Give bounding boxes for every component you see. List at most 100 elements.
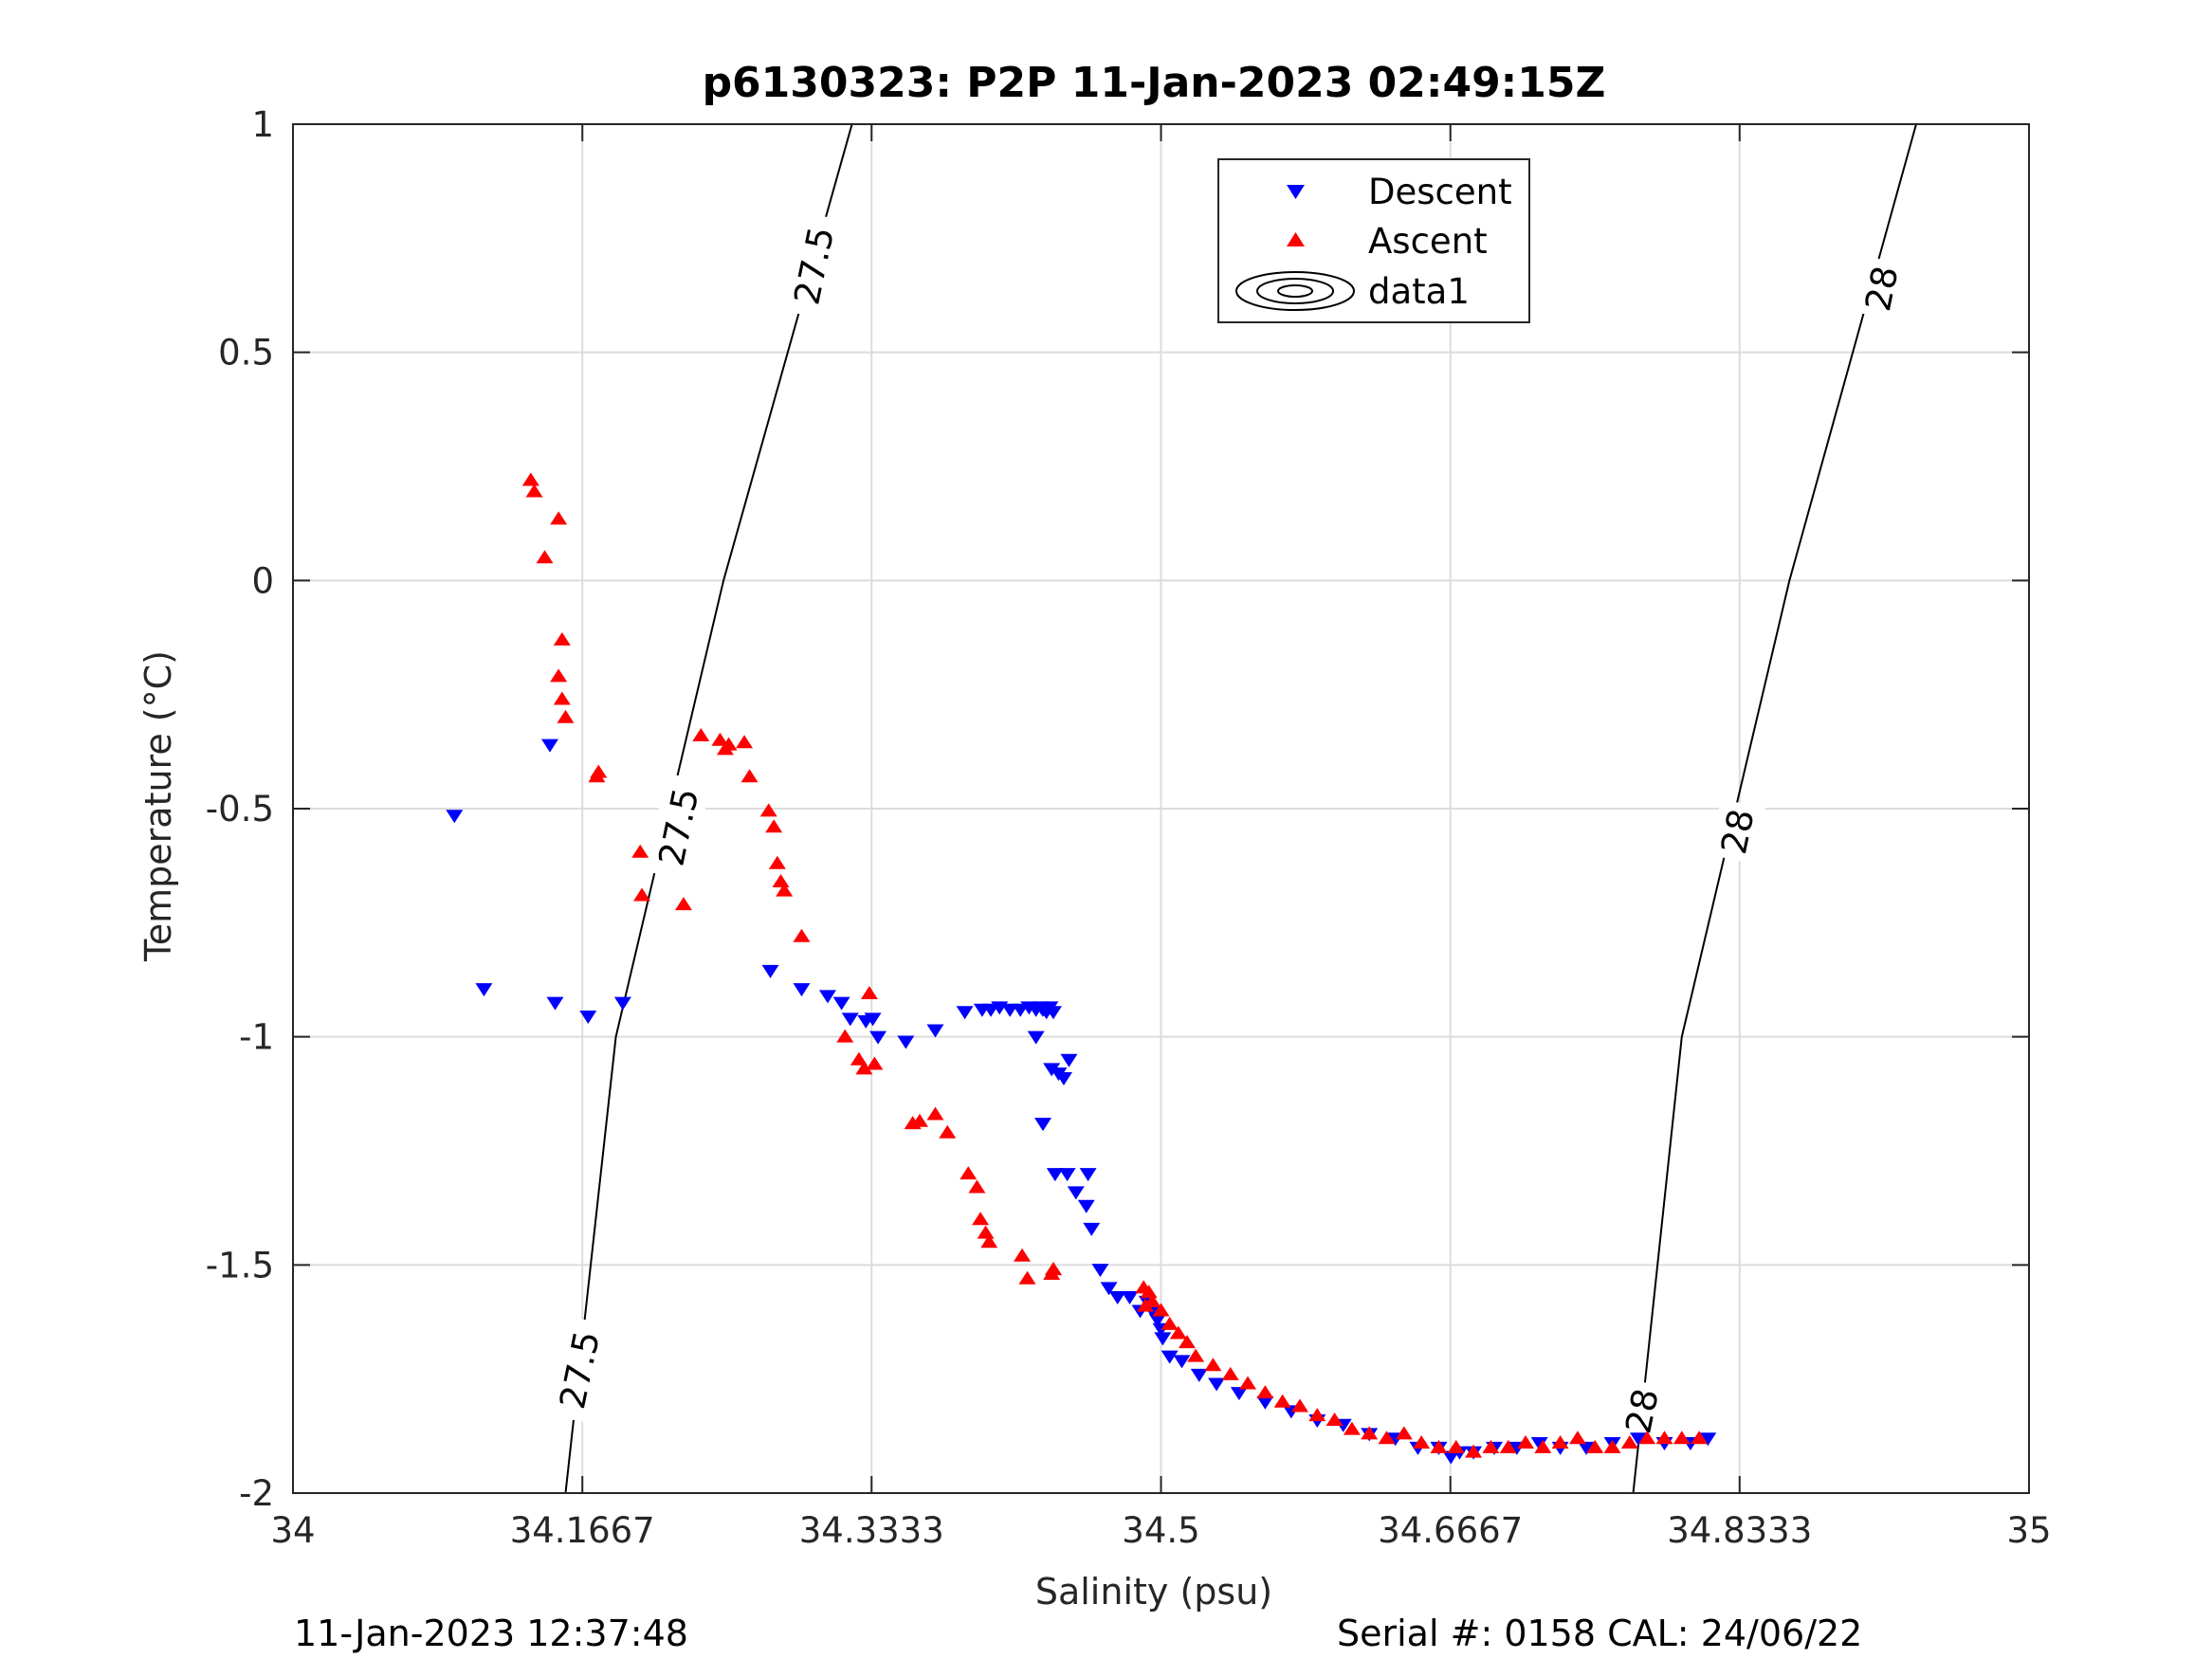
descent-point bbox=[818, 990, 836, 1004]
ascent-point bbox=[1691, 1431, 1709, 1445]
descent-point bbox=[1630, 1432, 1648, 1447]
descent-point bbox=[475, 983, 493, 997]
ascent-point bbox=[1465, 1444, 1483, 1458]
ascent-point bbox=[910, 1113, 928, 1127]
descent-point bbox=[956, 1006, 974, 1020]
contour-label-background bbox=[1709, 798, 1765, 865]
descent-point bbox=[841, 1012, 859, 1027]
legend-ascent-marker bbox=[1287, 232, 1305, 246]
ascent-point bbox=[1673, 1431, 1691, 1445]
descent-point bbox=[1154, 1332, 1172, 1346]
contour-label: 28 bbox=[1713, 806, 1763, 858]
descent-point bbox=[579, 1011, 597, 1025]
ascent-point bbox=[1221, 1366, 1239, 1380]
ascent-point bbox=[1638, 1431, 1656, 1445]
descent-point bbox=[1083, 1222, 1101, 1236]
ascent-point bbox=[720, 737, 738, 751]
ascent-point bbox=[977, 1225, 995, 1239]
descent-point bbox=[1530, 1437, 1548, 1451]
ascent-point bbox=[866, 1056, 884, 1070]
descent-point bbox=[1108, 1291, 1126, 1305]
descent-point bbox=[1161, 1350, 1179, 1364]
descent-point bbox=[1208, 1377, 1226, 1392]
descent-point bbox=[446, 810, 464, 824]
ascent-point bbox=[631, 844, 649, 858]
legend-box bbox=[1217, 158, 1530, 323]
x-tick-label: 34.8333 bbox=[1667, 1510, 1812, 1551]
legend: Descent Ascent data1 bbox=[1217, 158, 1530, 323]
ascent-point bbox=[1378, 1431, 1396, 1445]
x-tick-label: 34.3333 bbox=[799, 1510, 944, 1551]
ascent-point bbox=[1256, 1385, 1274, 1399]
x-tick-label: 34.5 bbox=[1122, 1510, 1199, 1551]
ascent-point bbox=[1044, 1262, 1062, 1276]
ascent-point bbox=[1361, 1426, 1379, 1440]
ascent-point bbox=[1273, 1394, 1291, 1408]
ascent-point bbox=[768, 855, 786, 869]
x-tick-label: 34.6667 bbox=[1378, 1510, 1523, 1551]
descent-point bbox=[1091, 1264, 1109, 1278]
ascent-point bbox=[1482, 1439, 1500, 1453]
footer-date: 11-Jan-2023 12:37:48 bbox=[294, 1613, 688, 1654]
ascent-point bbox=[836, 1029, 854, 1043]
x-axis-ticks: 34 34.1667 34.3333 34.5 34.6667 34.8333 35 bbox=[270, 124, 2052, 1551]
descent-point bbox=[1067, 1186, 1085, 1200]
descent-point bbox=[1578, 1441, 1596, 1455]
ascent-point bbox=[939, 1124, 957, 1139]
chart-title: p6130323: P2P 11-Jan-2023 02:49:15Z bbox=[703, 59, 1606, 107]
ascent-point bbox=[521, 472, 539, 486]
ascent-point bbox=[550, 511, 568, 525]
contour-label: 28 bbox=[1618, 1385, 1667, 1437]
ascent-point bbox=[960, 1166, 978, 1180]
contour-label-background bbox=[780, 211, 847, 320]
ascent-point bbox=[1140, 1285, 1158, 1299]
y-tick-label: 0.5 bbox=[218, 333, 274, 374]
ascent-point bbox=[855, 1061, 873, 1075]
descent-point bbox=[1173, 1355, 1191, 1369]
ascent-point bbox=[860, 985, 878, 999]
ascent-point bbox=[553, 691, 571, 705]
descent-point bbox=[832, 996, 850, 1011]
y-tick-label: -2 bbox=[239, 1473, 274, 1514]
ascent-point bbox=[1178, 1335, 1196, 1349]
ascent-point bbox=[557, 709, 575, 723]
ascent-point bbox=[633, 887, 651, 902]
ascent-point bbox=[793, 928, 811, 942]
ascent-point bbox=[972, 1212, 990, 1226]
descent-point bbox=[540, 738, 558, 753]
legend-data1-label: data1 bbox=[1368, 271, 1470, 312]
descent-point bbox=[1079, 1168, 1097, 1182]
ascent-point bbox=[1413, 1435, 1431, 1449]
contour-label-group: 28 bbox=[1853, 256, 1910, 321]
descent-point bbox=[1046, 1168, 1064, 1182]
contour-label-group: 28 bbox=[1614, 1378, 1671, 1444]
ascent-point bbox=[1517, 1435, 1535, 1449]
descent-point bbox=[1230, 1387, 1248, 1401]
descent-point bbox=[926, 1024, 944, 1038]
ascent-point bbox=[765, 819, 783, 833]
x-tick-label: 34.1667 bbox=[510, 1510, 655, 1551]
ascent-point bbox=[1447, 1439, 1465, 1453]
ascent-point bbox=[525, 483, 543, 498]
descent-point bbox=[1027, 1030, 1045, 1045]
contour-label-background bbox=[1853, 256, 1910, 321]
ascent-point bbox=[1187, 1348, 1205, 1362]
descent-point bbox=[793, 983, 811, 997]
ascent-point bbox=[1018, 1270, 1036, 1285]
x-tick-label: 35 bbox=[2006, 1510, 2051, 1551]
ascent-point bbox=[1655, 1431, 1673, 1445]
descent-point bbox=[613, 996, 631, 1011]
ascent-point bbox=[1620, 1435, 1638, 1449]
ascent-point bbox=[772, 874, 790, 888]
contour-label: 28 bbox=[1857, 263, 1907, 315]
legend-descent-label: Descent bbox=[1368, 172, 1512, 212]
y-tick-label: -0.5 bbox=[206, 789, 274, 830]
descent-point bbox=[1060, 1053, 1078, 1067]
y-axis-ticks: -2 -1.5 -1 -0.5 0 0.5 1 bbox=[206, 104, 2029, 1514]
ascent-point bbox=[776, 883, 794, 897]
ascent-point bbox=[1430, 1439, 1448, 1453]
legend-descent-marker bbox=[1287, 185, 1305, 199]
ascent-point bbox=[850, 1051, 868, 1066]
ascent-point bbox=[1239, 1376, 1257, 1390]
